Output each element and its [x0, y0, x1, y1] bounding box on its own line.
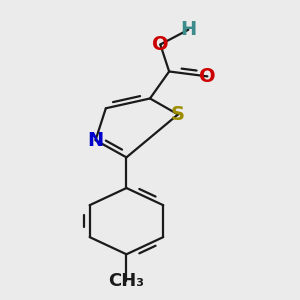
Text: CH₃: CH₃: [108, 272, 144, 290]
Text: O: O: [152, 35, 169, 54]
Text: O: O: [199, 67, 216, 86]
Text: N: N: [87, 131, 104, 150]
Text: S: S: [171, 105, 185, 124]
Text: H: H: [180, 20, 196, 39]
